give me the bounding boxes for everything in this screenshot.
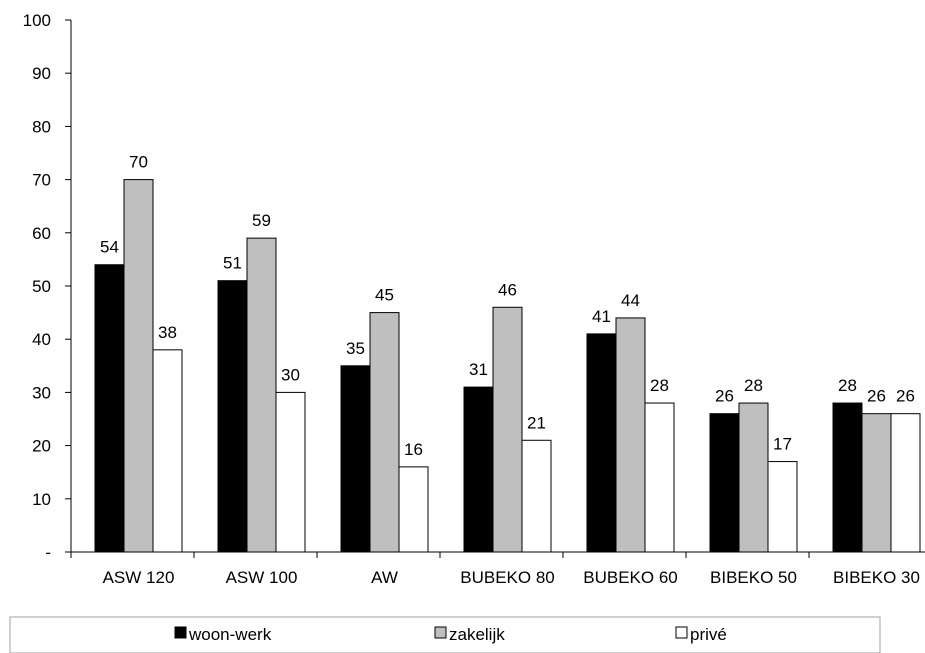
data-labels: 54 70 38 51 59 30 35 45 16 31 46 21 41 44 28 26 28 17 28 26… bbox=[100, 153, 915, 459]
data-label: 70 bbox=[129, 153, 148, 172]
bar-woon-werk bbox=[217, 280, 248, 553]
legend: woon-werk zakelijk privé bbox=[9, 616, 881, 653]
bar-woon-werk bbox=[586, 333, 617, 553]
legend-swatch bbox=[174, 626, 187, 639]
data-label: 28 bbox=[650, 376, 669, 395]
category-labels: ASW 120 ASW 100 AW BUBEKO 80 BUBEKO 60 BIBEKO… bbox=[103, 568, 920, 587]
bar-priv- bbox=[767, 461, 798, 553]
bar-priv- bbox=[398, 466, 429, 553]
bar-zakelijk bbox=[615, 317, 646, 553]
data-label: 41 bbox=[592, 307, 611, 326]
data-label: 59 bbox=[252, 211, 271, 230]
bar-priv- bbox=[275, 391, 306, 553]
chart-bars bbox=[94, 179, 921, 553]
category-label: AW bbox=[371, 568, 398, 587]
bar-priv- bbox=[521, 439, 552, 553]
bar-zakelijk bbox=[492, 306, 523, 553]
y-tick-label: 70 bbox=[32, 171, 51, 190]
y-tick-label: 60 bbox=[32, 224, 51, 243]
legend-label: woon-werk bbox=[188, 625, 272, 644]
bar-woon-werk bbox=[94, 264, 125, 553]
bar-woon-werk bbox=[463, 386, 494, 553]
data-label: 51 bbox=[223, 254, 242, 273]
y-tick-label: 90 bbox=[32, 64, 51, 83]
data-label: 45 bbox=[375, 286, 394, 305]
y-tick-label: 20 bbox=[32, 437, 51, 456]
data-label: 26 bbox=[896, 387, 915, 406]
category-label: BIBEKO 50 bbox=[710, 568, 797, 587]
category-label: BIBEKO 30 bbox=[833, 568, 920, 587]
data-label: 28 bbox=[744, 376, 763, 395]
bar-zakelijk bbox=[246, 237, 277, 553]
bar-woon-werk bbox=[340, 365, 371, 553]
y-tick-label: 50 bbox=[32, 277, 51, 296]
legend-label: privé bbox=[690, 625, 727, 644]
data-label: 38 bbox=[158, 323, 177, 342]
y-tick-label: 30 bbox=[32, 383, 51, 402]
y-axis-ticks: - 10 20 30 40 50 60 70 80 90 100 bbox=[23, 11, 71, 562]
legend-swatch bbox=[434, 626, 447, 639]
legend-swatch bbox=[675, 626, 688, 639]
data-label: 54 bbox=[100, 238, 119, 257]
y-tick-label: 40 bbox=[32, 330, 51, 349]
category-label: ASW 120 bbox=[103, 568, 175, 587]
y-tick-label: 10 bbox=[32, 490, 51, 509]
y-tick-label: - bbox=[45, 543, 51, 562]
bar-priv- bbox=[644, 402, 675, 553]
data-label: 26 bbox=[867, 387, 886, 406]
bar-zakelijk bbox=[738, 402, 769, 553]
legend-label: zakelijk bbox=[449, 625, 505, 644]
category-label: BUBEKO 80 bbox=[460, 568, 555, 587]
data-label: 17 bbox=[773, 435, 792, 454]
data-label: 46 bbox=[498, 280, 517, 299]
bar-zakelijk bbox=[861, 413, 892, 553]
data-label: 16 bbox=[404, 440, 423, 459]
y-tick-label: 80 bbox=[32, 117, 51, 136]
data-label: 26 bbox=[715, 387, 734, 406]
data-label: 30 bbox=[281, 365, 300, 384]
bar-zakelijk bbox=[123, 179, 154, 553]
bar-woon-werk bbox=[832, 402, 863, 553]
bar-priv- bbox=[152, 349, 183, 553]
data-label: 31 bbox=[469, 360, 488, 379]
category-label: BUBEKO 60 bbox=[583, 568, 678, 587]
category-label: ASW 100 bbox=[226, 568, 298, 587]
bar-zakelijk bbox=[369, 312, 400, 553]
bar-woon-werk bbox=[709, 413, 740, 553]
data-label: 28 bbox=[838, 376, 857, 395]
data-label: 35 bbox=[346, 339, 365, 358]
bar-priv- bbox=[890, 413, 921, 553]
y-tick-label: 100 bbox=[23, 11, 51, 30]
data-label: 21 bbox=[527, 413, 546, 432]
data-label: 44 bbox=[621, 291, 640, 310]
